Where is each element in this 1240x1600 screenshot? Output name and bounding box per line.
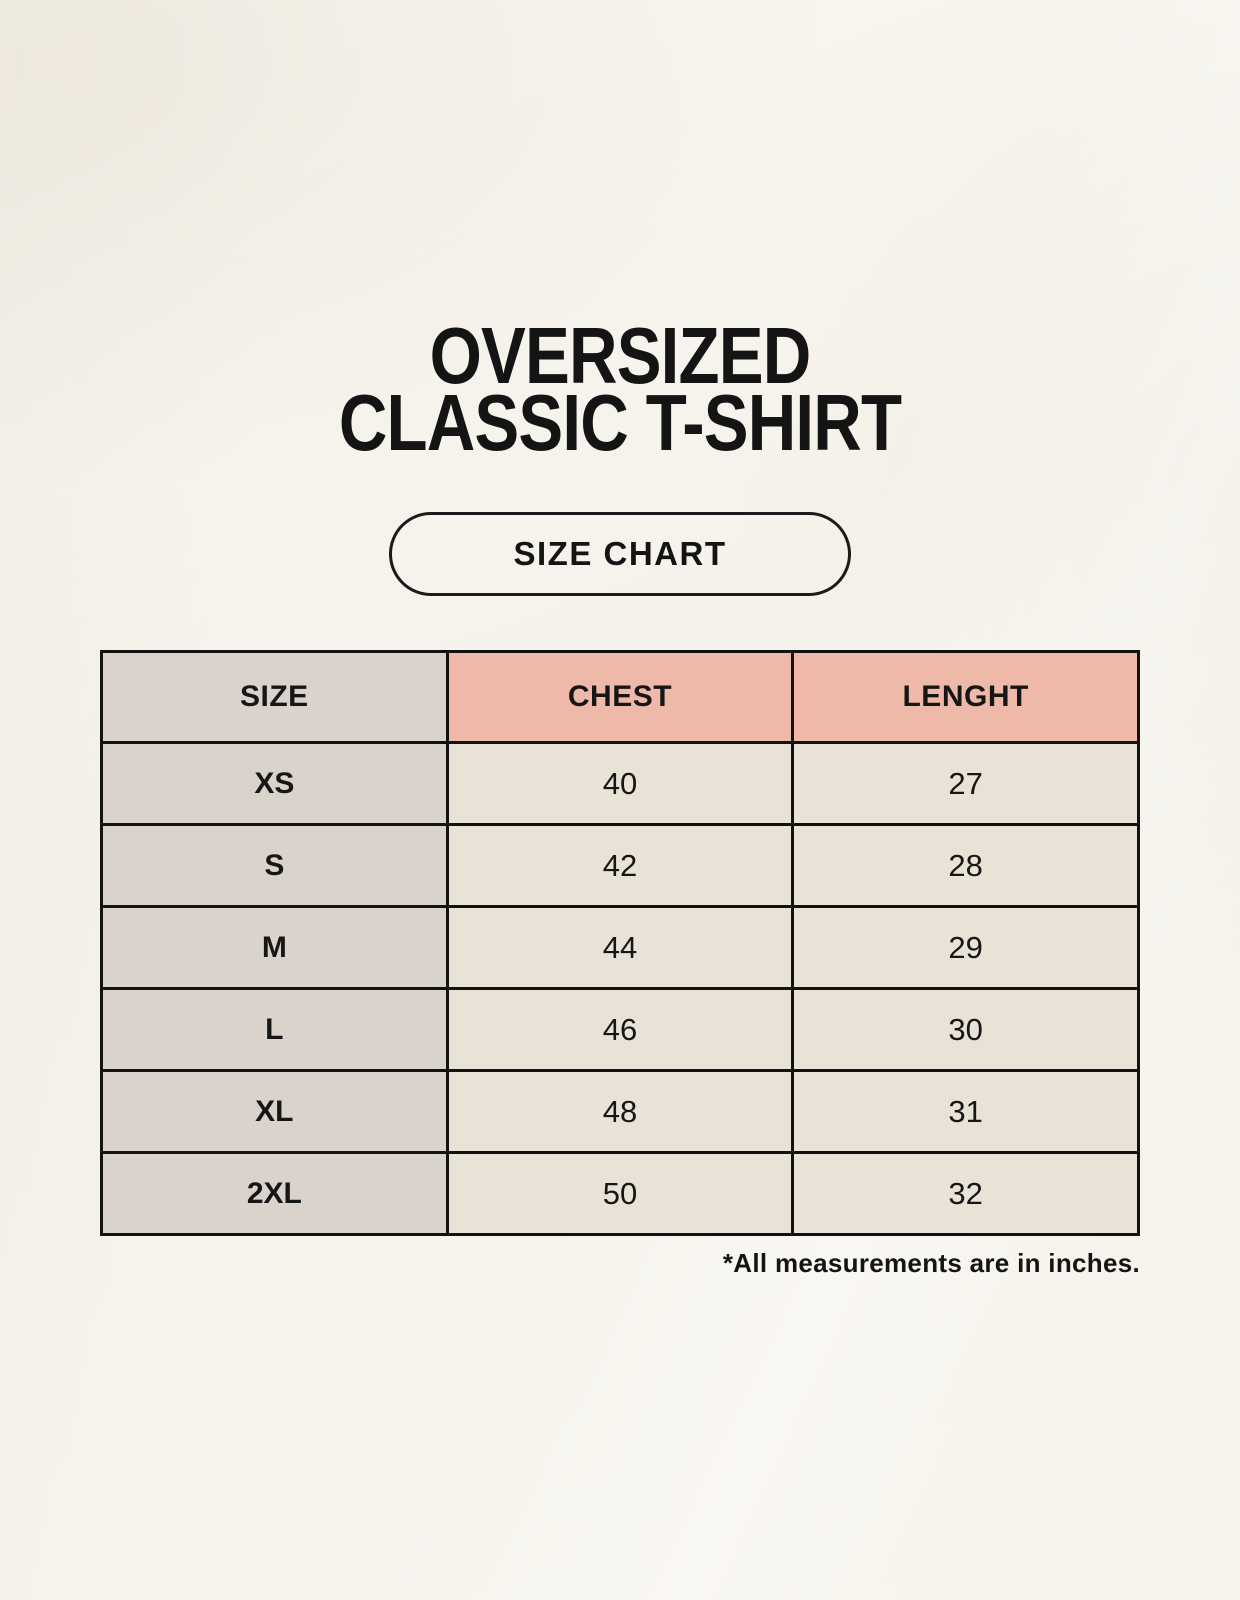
size-cell: S: [100, 823, 449, 909]
column-header-lenght: LENGHT: [791, 650, 1140, 745]
size-cell: XS: [100, 741, 449, 827]
chest-cell: 40: [445, 741, 795, 827]
size-chart-badge-label: SIZE CHART: [513, 535, 727, 573]
lenght-cell: 28: [791, 823, 1140, 909]
chest-cell: 44: [445, 905, 795, 991]
size-chart-page: OVERSIZED CLASSIC T-SHIRT SIZE CHART SIZ…: [100, 0, 1140, 1279]
lenght-cell: 31: [791, 1069, 1140, 1155]
size-cell: L: [100, 987, 449, 1073]
product-title-line-1: OVERSIZED: [429, 311, 812, 400]
size-table: SIZE CHEST LENGHT XS 40 27 S 42 28 M 44 29 L 46 30 X…: [100, 650, 1140, 1237]
table-row: L 46 30: [100, 987, 1140, 1073]
size-cell: M: [100, 905, 449, 991]
lenght-cell: 27: [791, 741, 1140, 827]
measurements-note: *All measurements are in inches.: [722, 1248, 1140, 1279]
chest-cell: 48: [445, 1069, 795, 1155]
column-header-chest: CHEST: [445, 650, 795, 745]
product-title-line-2: CLASSIC T-SHIRT: [338, 378, 902, 468]
chest-cell: 42: [445, 823, 795, 909]
table-row: XL 48 31: [100, 1069, 1140, 1155]
size-chart-badge[interactable]: SIZE CHART: [389, 512, 851, 597]
lenght-cell: 29: [791, 905, 1140, 991]
lenght-cell: 30: [791, 987, 1140, 1073]
column-header-size: SIZE: [100, 650, 449, 745]
table-row: M 44 29: [100, 905, 1140, 991]
table-row: S 42 28: [100, 823, 1140, 909]
product-title: OVERSIZED CLASSIC T-SHIRT: [100, 0, 1140, 468]
size-cell: 2XL: [100, 1151, 449, 1237]
size-table-body: XS 40 27 S 42 28 M 44 29 L 46 30 XL 48 31 2XL 50 32: [100, 741, 1140, 1237]
chest-cell: 50: [445, 1151, 795, 1237]
table-row: XS 40 27: [100, 741, 1140, 827]
header-row: SIZE CHEST LENGHT: [100, 650, 1140, 745]
table-row: 2XL 50 32: [100, 1151, 1140, 1237]
lenght-cell: 32: [791, 1151, 1140, 1237]
size-cell: XL: [100, 1069, 449, 1155]
chest-cell: 46: [445, 987, 795, 1073]
size-table-header: SIZE CHEST LENGHT: [100, 650, 1140, 745]
